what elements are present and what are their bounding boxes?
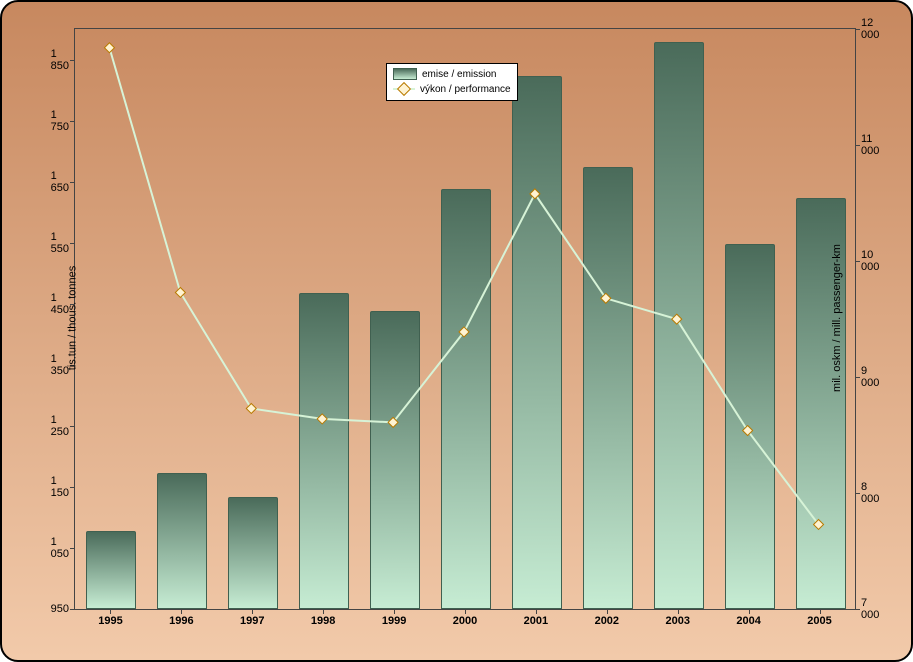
bar	[725, 244, 775, 609]
x-tick	[323, 609, 324, 614]
x-tick-label: 1995	[98, 615, 122, 627]
y-left-tick	[70, 182, 75, 183]
bar	[370, 311, 420, 609]
legend: emise / emission výkon / performance	[386, 63, 518, 101]
x-tick	[678, 609, 679, 614]
x-tick	[394, 609, 395, 614]
x-tick-label: 2001	[524, 615, 548, 627]
y-right-tick	[855, 609, 860, 610]
bar	[654, 42, 704, 609]
y-left-axis-title: tis.tun / thous. tonnes	[66, 266, 78, 371]
y-right-tick	[855, 145, 860, 146]
x-tick-label: 1999	[382, 615, 406, 627]
bar	[157, 473, 207, 609]
y-right-tick	[855, 493, 860, 494]
y-left-tick	[70, 121, 75, 122]
y-left-tick	[70, 60, 75, 61]
x-tick-label: 2004	[736, 615, 760, 627]
y-right-tick	[855, 261, 860, 262]
x-tick	[536, 609, 537, 614]
x-tick	[607, 609, 608, 614]
bar	[299, 293, 349, 609]
line-swatch-icon	[393, 84, 415, 94]
legend-item-performance: výkon / performance	[393, 82, 511, 97]
chart-frame: 9501 0501 1501 2501 3501 4501 5501 6501 …	[0, 0, 913, 662]
x-tick	[181, 609, 182, 614]
x-tick-label: 2000	[453, 615, 477, 627]
y-right-tick	[855, 29, 860, 30]
plot-rect: 9501 0501 1501 2501 3501 4501 5501 6501 …	[74, 28, 856, 610]
y-right-axis-title: mil. oskm / mill. passenger-km	[831, 244, 843, 392]
x-tick-label: 1997	[240, 615, 264, 627]
bar	[86, 531, 136, 609]
legend-label: výkon / performance	[420, 84, 511, 95]
bar	[441, 189, 491, 609]
bar	[228, 497, 278, 609]
x-tick-label: 2003	[665, 615, 689, 627]
x-tick	[820, 609, 821, 614]
bar	[512, 76, 562, 609]
legend-item-emission: emise / emission	[393, 67, 511, 82]
x-tick	[465, 609, 466, 614]
x-tick-label: 2002	[595, 615, 619, 627]
bar	[583, 167, 633, 609]
y-left-tick	[70, 487, 75, 488]
y-right-tick	[855, 377, 860, 378]
x-tick	[749, 609, 750, 614]
y-left-tick	[70, 609, 75, 610]
x-tick	[252, 609, 253, 614]
x-tick-label: 1998	[311, 615, 335, 627]
x-tick	[110, 609, 111, 614]
legend-label: emise / emission	[422, 69, 496, 80]
bar-swatch-icon	[393, 68, 417, 80]
chart-plot-area: 9501 0501 1501 2501 3501 4501 5501 6501 …	[74, 28, 854, 608]
y-left-tick	[70, 548, 75, 549]
y-left-tick	[70, 426, 75, 427]
y-left-tick	[70, 243, 75, 244]
x-tick-label: 1996	[169, 615, 193, 627]
x-tick-label: 2005	[807, 615, 831, 627]
